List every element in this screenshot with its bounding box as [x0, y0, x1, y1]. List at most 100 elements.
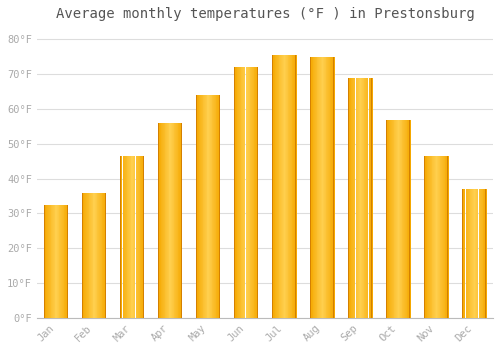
Bar [178, 123, 179, 318]
Bar [424, 156, 425, 318]
Bar [352, 78, 353, 318]
Bar [62, 205, 64, 318]
Bar [52, 205, 53, 318]
Bar [294, 55, 295, 318]
Bar [433, 156, 434, 318]
Bar [206, 95, 208, 318]
Bar [323, 57, 324, 318]
Bar [90, 193, 91, 318]
Bar [84, 193, 86, 318]
Bar [67, 205, 68, 318]
Title: Average monthly temperatures (°F ) in Prestonsburg: Average monthly temperatures (°F ) in Pr… [56, 7, 474, 21]
Bar [133, 156, 134, 318]
Bar [446, 156, 447, 318]
Bar [311, 57, 312, 318]
Bar [364, 78, 365, 318]
Bar [466, 189, 467, 318]
Bar [105, 193, 106, 318]
Bar [212, 95, 213, 318]
Bar [128, 156, 129, 318]
Bar [167, 123, 168, 318]
Bar [436, 156, 437, 318]
Bar [273, 55, 274, 318]
Bar [239, 67, 240, 318]
Bar [425, 156, 426, 318]
Bar [137, 156, 138, 318]
Bar [251, 67, 252, 318]
Bar [53, 205, 54, 318]
Bar [122, 156, 124, 318]
Bar [235, 67, 236, 318]
Bar [444, 156, 446, 318]
Bar [467, 189, 468, 318]
Bar [257, 67, 258, 318]
Bar [363, 78, 364, 318]
Bar [295, 55, 296, 318]
Bar [408, 120, 409, 318]
Bar [249, 67, 250, 318]
Bar [129, 156, 130, 318]
Bar [462, 189, 463, 318]
Bar [438, 156, 439, 318]
Bar [100, 193, 102, 318]
Bar [196, 95, 197, 318]
Bar [209, 95, 210, 318]
Bar [326, 57, 327, 318]
Bar [354, 78, 356, 318]
Bar [328, 57, 329, 318]
Bar [357, 78, 358, 318]
Bar [181, 123, 182, 318]
Bar [99, 193, 100, 318]
Bar [82, 193, 83, 318]
Bar [160, 123, 162, 318]
Bar [405, 120, 406, 318]
Bar [61, 205, 62, 318]
Bar [462, 189, 463, 318]
Bar [134, 156, 136, 318]
Bar [49, 205, 50, 318]
Bar [180, 123, 181, 318]
Bar [360, 78, 361, 318]
Bar [386, 120, 387, 318]
Bar [447, 156, 448, 318]
Bar [434, 156, 435, 318]
Bar [367, 78, 368, 318]
Bar [429, 156, 430, 318]
Bar [327, 57, 328, 318]
Bar [210, 95, 212, 318]
Bar [325, 57, 326, 318]
Bar [125, 156, 126, 318]
Bar [196, 95, 197, 318]
Bar [60, 205, 61, 318]
Bar [471, 189, 472, 318]
Bar [350, 78, 352, 318]
Bar [257, 67, 258, 318]
Bar [319, 57, 320, 318]
Bar [163, 123, 164, 318]
Bar [234, 67, 235, 318]
Bar [409, 120, 410, 318]
Bar [121, 156, 122, 318]
Bar [470, 189, 471, 318]
Bar [88, 193, 90, 318]
Bar [132, 156, 133, 318]
Bar [388, 120, 390, 318]
Bar [481, 189, 482, 318]
Bar [218, 95, 220, 318]
Bar [175, 123, 176, 318]
Bar [348, 78, 349, 318]
Bar [171, 123, 172, 318]
Bar [98, 193, 99, 318]
Bar [443, 156, 444, 318]
Bar [356, 78, 357, 318]
Bar [218, 95, 219, 318]
Bar [177, 123, 178, 318]
Bar [174, 123, 175, 318]
Bar [430, 156, 432, 318]
Bar [126, 156, 128, 318]
Bar [291, 55, 292, 318]
Bar [391, 120, 392, 318]
Bar [142, 156, 143, 318]
Bar [333, 57, 334, 318]
Bar [371, 78, 372, 318]
